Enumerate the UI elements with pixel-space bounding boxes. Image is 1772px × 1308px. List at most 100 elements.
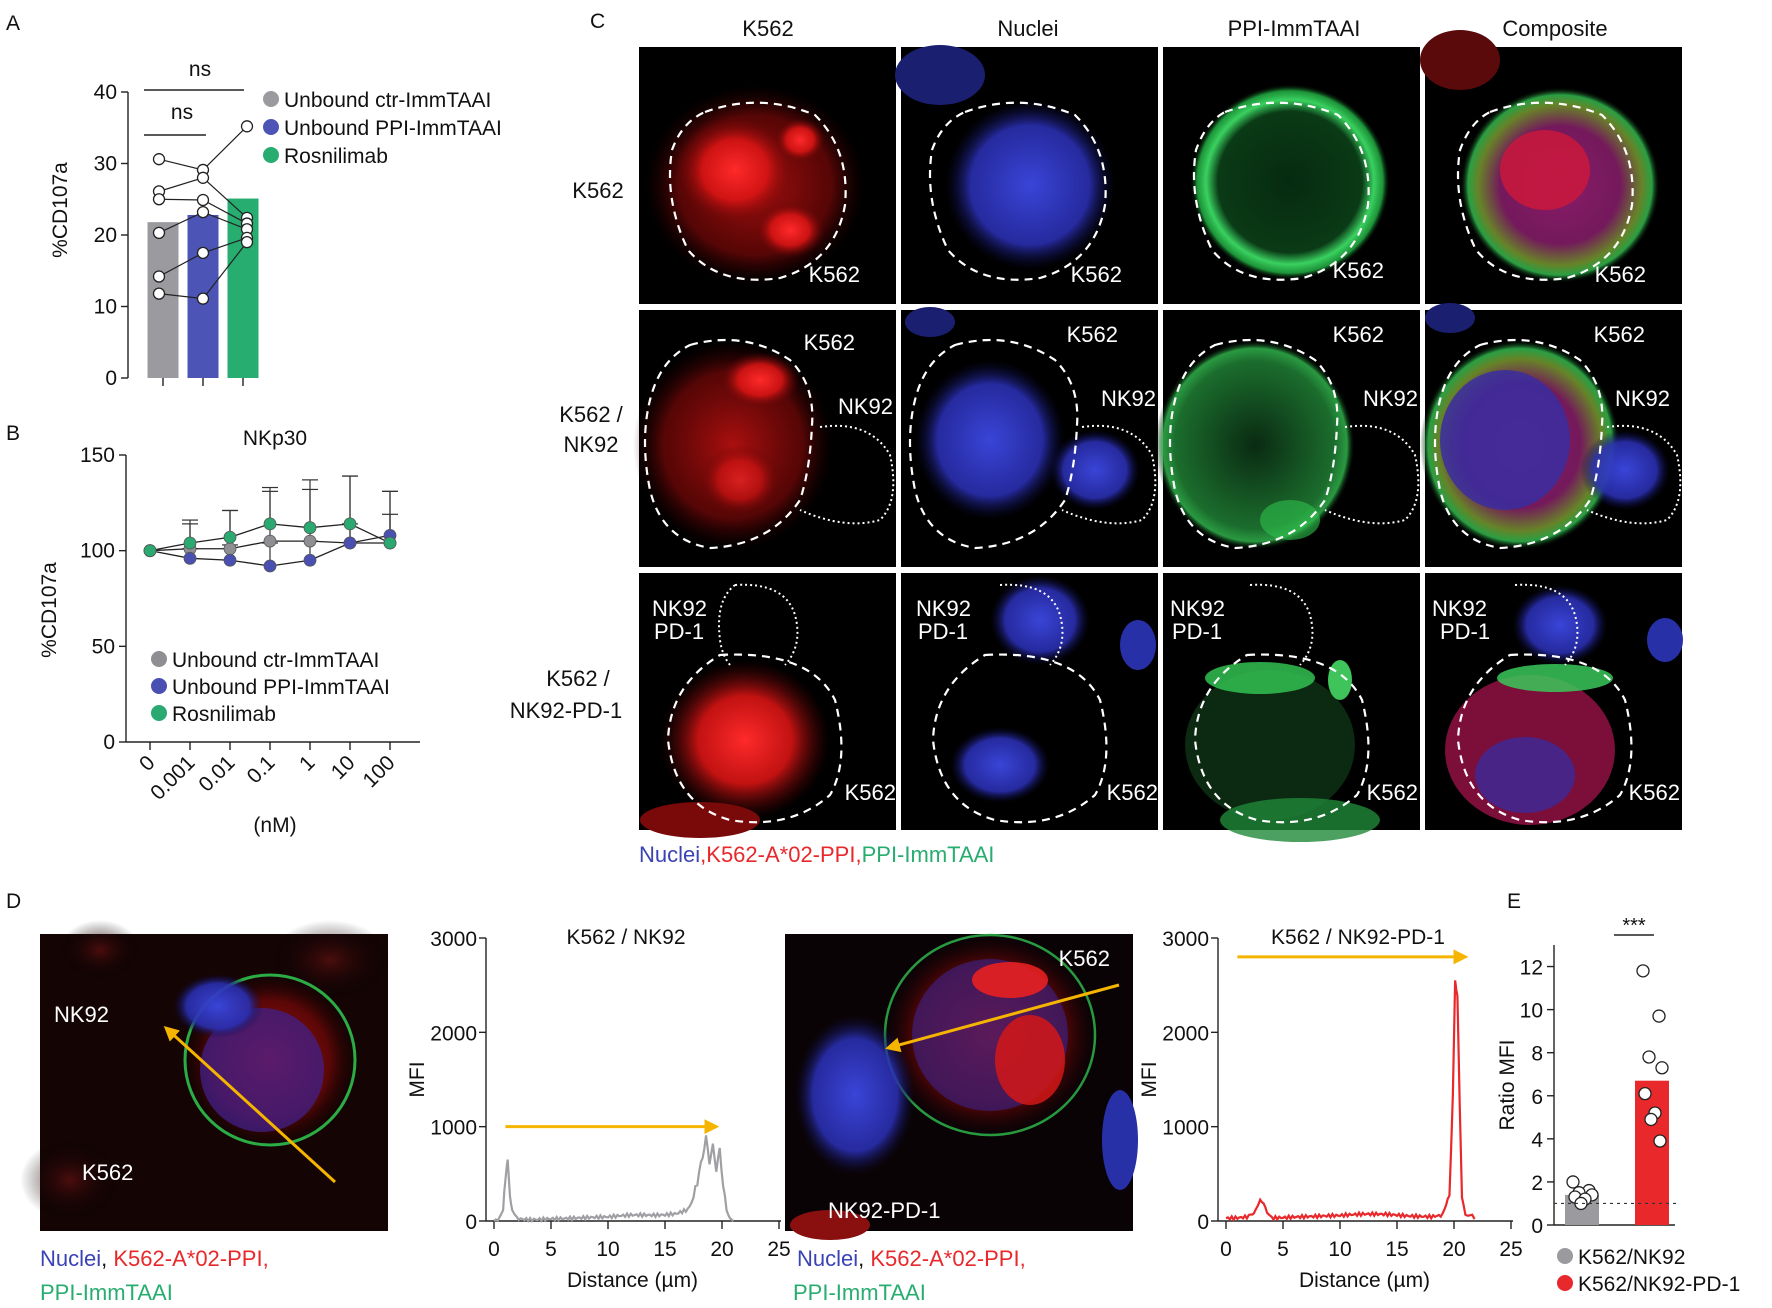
b-ytick-label: 0 [103, 731, 115, 754]
a-point [152, 153, 166, 166]
a-ytick-label: 0 [105, 367, 117, 390]
chartD1-ytick-label: 1000 [430, 1117, 477, 1140]
e-ytick-label: 8 [1531, 1043, 1543, 1066]
chartD1-ytick-label: 2000 [430, 1022, 477, 1045]
d-caption2-nuclei: Nuclei [797, 1246, 858, 1271]
c-r3-nuc-k562: K562 [1107, 780, 1158, 805]
d-caption1-ppi: PPI-ImmTAAI [40, 1280, 173, 1305]
legend-e-pd1: K562/NK92-PD-1 [1578, 1273, 1740, 1296]
e-ytick-label: 2 [1531, 1172, 1543, 1195]
b-xtick-label: 100 [358, 751, 399, 792]
panel-d: D NK92 K562 Nuclei, K562-A*02-PPI, PPI-I… [6, 890, 1523, 1305]
c-r3-ppi-k562: K562 [1367, 780, 1418, 805]
b-point [343, 536, 357, 550]
c-caption: Nuclei,K562-A*02-PPI,PPI-ImmTAAI [639, 842, 994, 867]
a-pair-line [158, 125, 248, 171]
chartD2-xtick-label: 20 [1442, 1238, 1465, 1261]
chart-d1: 0 1000 2000 3000 0 5 10 15 20 25 Distance (µm) MFI K… [406, 926, 791, 1292]
legend-a: Unbound ctr-ImmTAAI Unbound PPI-ImmTAAI … [263, 89, 502, 168]
e-point [1644, 1112, 1658, 1127]
b-xtick-label: 0.1 [243, 751, 280, 788]
c-r1-ppi-label: K562 [1333, 258, 1384, 283]
d-caption2-k562: K562-A*02-PPI [870, 1246, 1019, 1271]
chart-a: 0 10 20 30 40 [94, 81, 259, 390]
chartD2-title: K562 / NK92-PD-1 [1271, 926, 1445, 949]
e-ytick-label: 6 [1531, 1086, 1543, 1109]
legend-a-ppi: Unbound PPI-ImmTAAI [284, 117, 502, 140]
chart-d2: 0 1000 2000 3000 0 5 10 15 20 25 Distance (µm) MFI K… [1138, 926, 1523, 1292]
chartD2-ytick-label: 3000 [1162, 928, 1209, 951]
chartD1-xtick-label: 25 [767, 1238, 790, 1261]
legend-b: Unbound ctr-ImmTAAI Unbound PPI-ImmTAAI … [151, 649, 390, 726]
b-xtick-label: 1 [295, 751, 320, 776]
chartD1-xlabel: Distance (µm) [567, 1269, 698, 1292]
panel-letter-c: C [590, 10, 605, 33]
b-point [303, 553, 317, 567]
panel-letter-d: D [6, 890, 21, 913]
panel-letter-e: E [1507, 890, 1521, 913]
a-point [152, 193, 166, 206]
chartD1-ytick-label: 0 [465, 1211, 477, 1234]
chartD2-trace [1225, 980, 1476, 1222]
a-point [196, 171, 210, 184]
e-ytick-label: 12 [1520, 957, 1543, 980]
c-r2-k562-label: K562 [804, 330, 855, 355]
e-point [1566, 1175, 1580, 1189]
b-ytick-label: 150 [80, 444, 115, 467]
e-point [1653, 1134, 1667, 1148]
a-point [152, 287, 166, 300]
d-caption1-line1: Nuclei, K562-A*02-PPI, [40, 1246, 269, 1271]
a-ytick-label: 10 [94, 296, 117, 319]
d-caption2-ppi: PPI-ImmTAAI [793, 1280, 926, 1305]
chartD2-ylabel: MFI [1138, 1061, 1161, 1097]
legend-b-swatch-ros [151, 705, 167, 721]
b-point [343, 517, 357, 531]
c-r1-nuclei-label: K562 [1071, 262, 1122, 287]
a-ytick-label: 40 [94, 81, 117, 104]
panel-a: A 0 10 20 30 40 %CD107a ns ns Unbound ctr-Im… [6, 12, 502, 390]
e-point [1638, 1086, 1652, 1101]
a-ytick-label: 20 [94, 224, 117, 247]
panel-c: C K562 Nuclei PPI-ImmTAAI Composite K562… [510, 10, 1683, 867]
d-caption1-nuclei: Nuclei [40, 1246, 101, 1271]
c-r3-k562-label: K562 [845, 780, 896, 805]
c-r1-k562-label: K562 [809, 262, 860, 287]
c-caption-sep: , [700, 842, 706, 867]
b-ylabel: %CD107a [38, 562, 61, 658]
b-xtick-label: 0.01 [194, 751, 239, 796]
legend-e: K562/NK92 K562/NK92-PD-1 [1557, 1246, 1740, 1296]
c-image-r2-composite: K562 NK92 [1420, 303, 1682, 567]
a-point [240, 120, 254, 133]
b-point [303, 521, 317, 535]
chartD1-ytick-label: 3000 [430, 928, 477, 951]
a-point [240, 235, 254, 249]
legend-e-swatch-pd1 [1557, 1275, 1573, 1291]
legend-b-ros: Rosnilimab [172, 703, 276, 726]
d-img1-k562: K562 [82, 1160, 133, 1185]
c-image-r1-nuclei: K562 [895, 45, 1158, 304]
a-ns-bottom: ns [171, 101, 193, 124]
b-ytick-label: 100 [80, 540, 115, 563]
legend-a-ctr: Unbound ctr-ImmTAAI [284, 89, 491, 112]
c-r3-nuc-nk92: NK92 [916, 596, 971, 621]
c-image-r3-composite: NK92 PD-1 K562 [1425, 573, 1683, 830]
c-row-label-3b: NK92-PD-1 [510, 698, 622, 723]
c-col-header-k562: K562 [742, 16, 793, 41]
a-point [152, 270, 166, 283]
e-significance: *** [1622, 915, 1646, 937]
chartD2-ytick-label: 0 [1197, 1211, 1209, 1234]
chartD1-xtick-label: 5 [545, 1238, 557, 1261]
c-r2-ppi-nk92: NK92 [1363, 386, 1418, 411]
b-point [223, 542, 237, 556]
d-img1-nk92: NK92 [54, 1002, 109, 1027]
legend-a-swatch-ros [263, 147, 279, 163]
c-caption-ppi: PPI-ImmTAAI [862, 842, 995, 867]
e-ytick-label: 4 [1531, 1129, 1543, 1152]
d-img2-nk92pd1: NK92-PD-1 [828, 1198, 940, 1223]
d-img2-k562: K562 [1059, 946, 1110, 971]
chart-e: 0 2 4 6 8 10 12 [1520, 945, 1680, 1238]
e-point [1636, 964, 1650, 978]
b-point [303, 534, 317, 548]
d-image-2: K562 NK92-PD-1 [785, 933, 1138, 1240]
c-r2-nuclei-nk92: NK92 [1101, 386, 1156, 411]
